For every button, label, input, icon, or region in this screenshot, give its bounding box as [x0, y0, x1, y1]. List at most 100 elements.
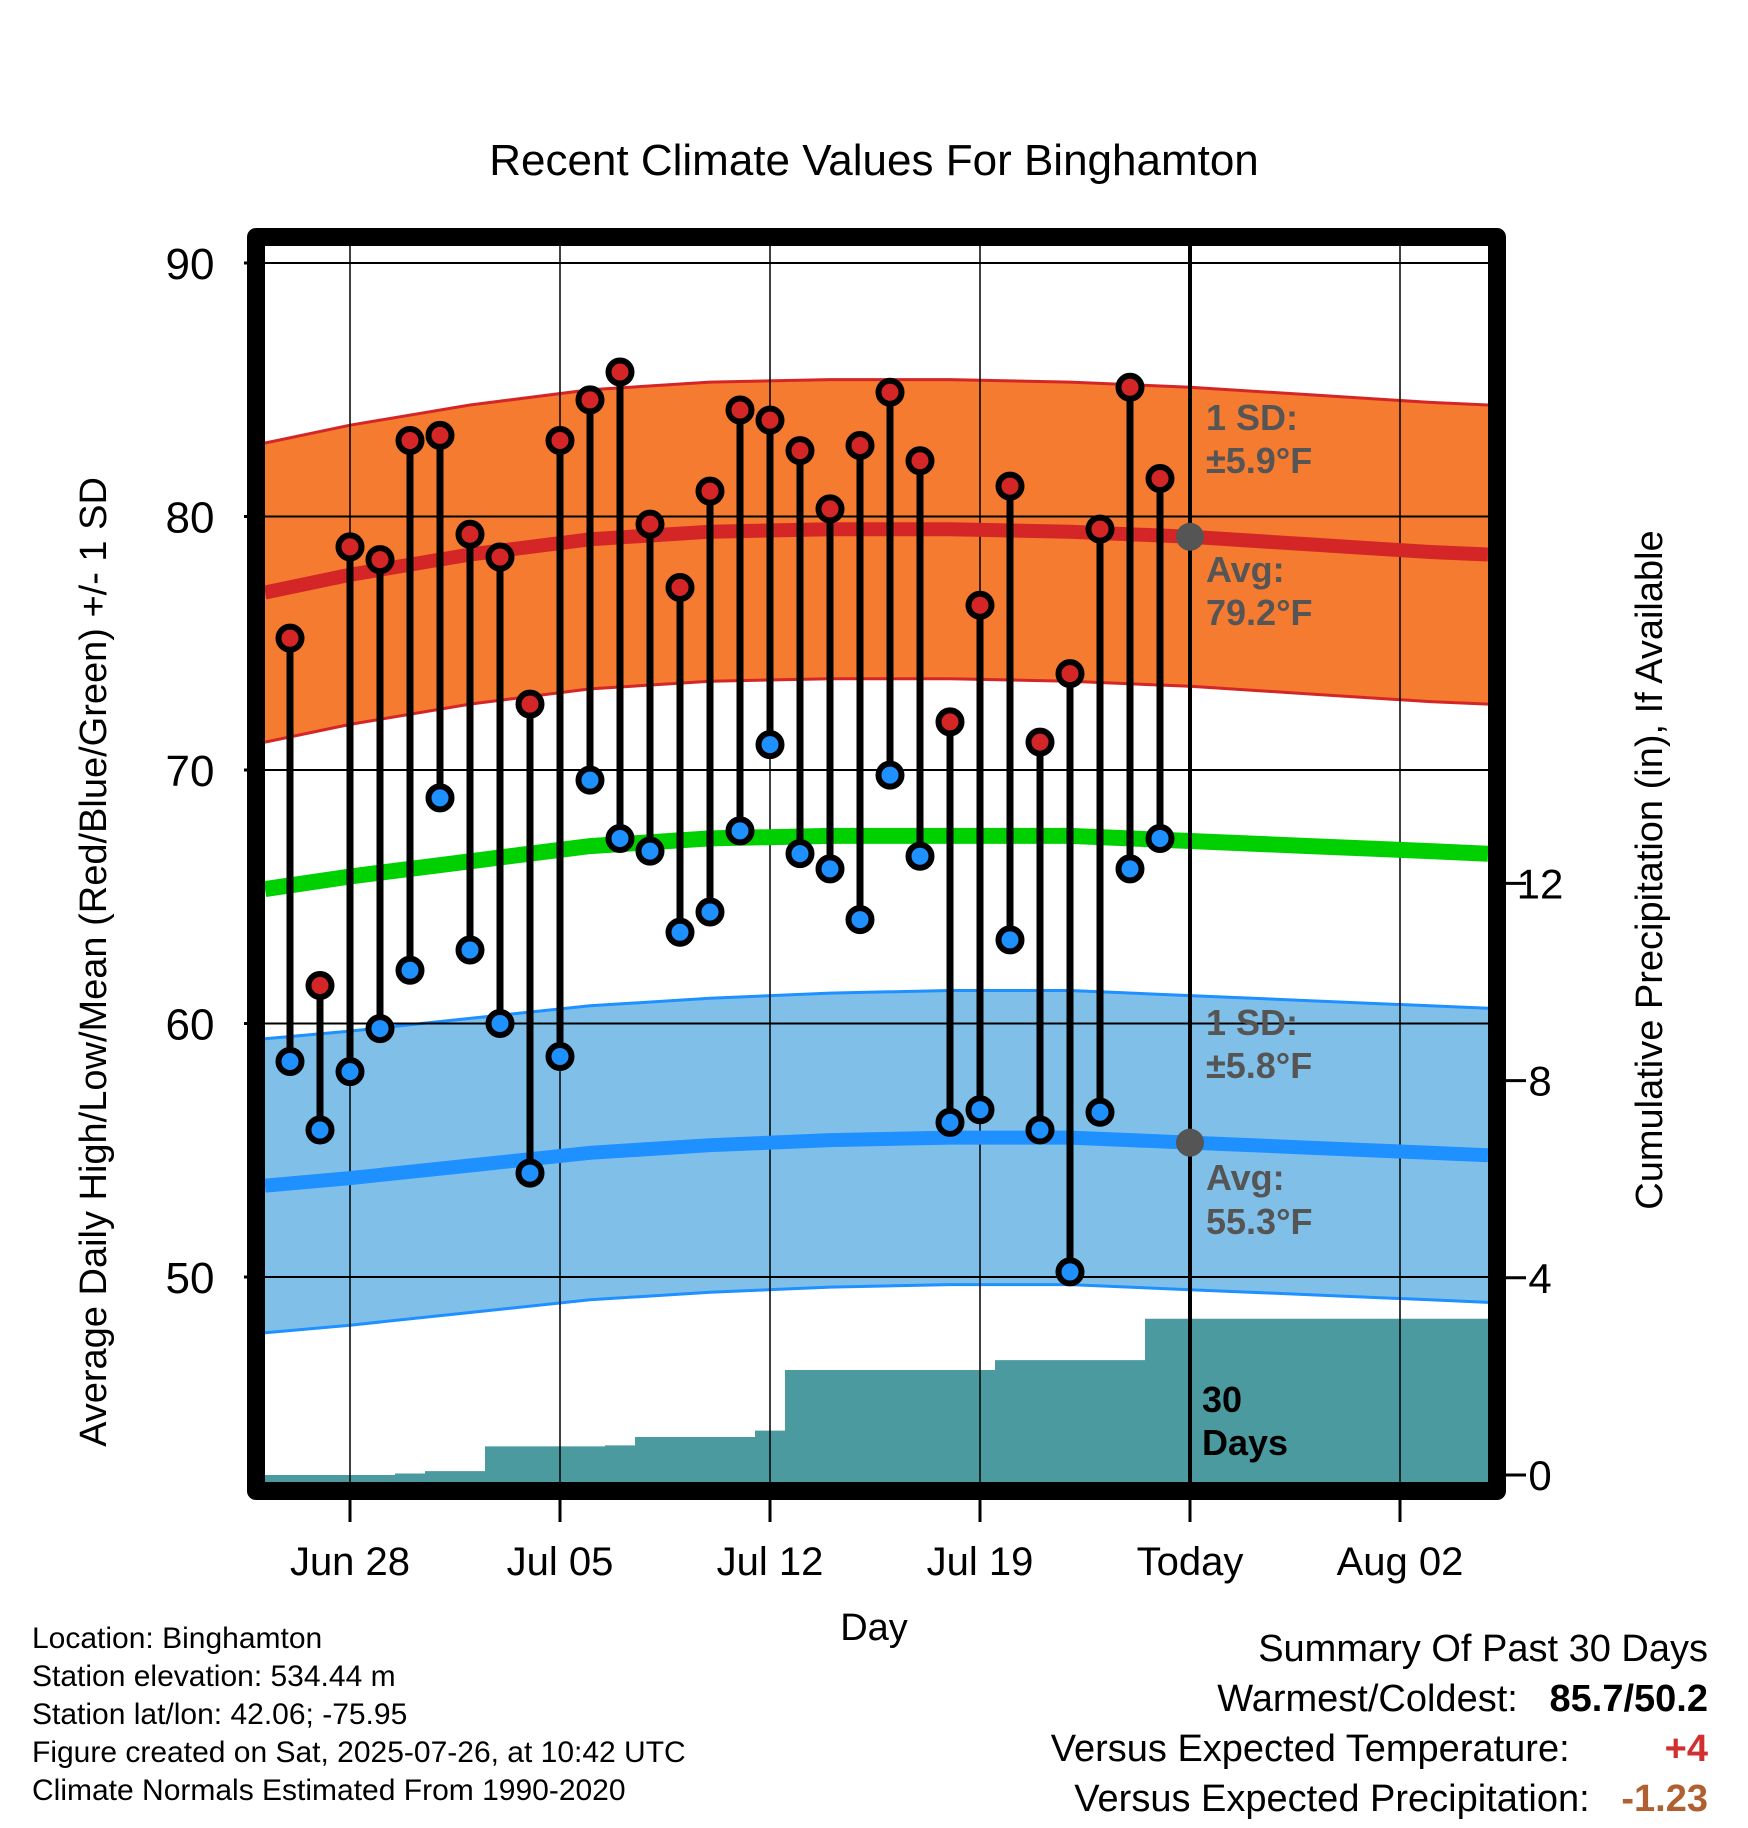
x-tick-label: Jul 05 — [507, 1540, 614, 1584]
daily-high-point — [995, 471, 1025, 501]
daily-low-point — [845, 905, 875, 935]
daily-low-point — [1025, 1115, 1055, 1145]
latlon-text: Station lat/lon: 42.06; -75.95 — [32, 1698, 408, 1731]
high-sd-value: ±5.9°F — [1206, 440, 1312, 481]
high-avg-value: 79.2°F — [1206, 592, 1312, 633]
y-tick-label: 50 — [166, 1254, 215, 1303]
x-axis-label: Day — [840, 1607, 908, 1649]
daily-low-point — [755, 730, 785, 760]
daily-low-point — [575, 765, 605, 795]
daily-high-point — [1025, 727, 1055, 757]
daily-high-point — [1145, 463, 1175, 493]
y2-tick-label: 4 — [1528, 1255, 1551, 1302]
y2-axis-label: Cumulative Precipitation (in), If Availa… — [1629, 530, 1671, 1209]
plot-frame — [247, 228, 1506, 1500]
daily-low-point — [935, 1107, 965, 1137]
daily-high-point — [815, 494, 845, 524]
daily-low-point — [725, 816, 755, 846]
daily-high-point — [1115, 372, 1145, 402]
precipitation-area — [265, 1318, 1488, 1482]
daily-high-point — [425, 420, 455, 450]
today-high-normal-marker — [1176, 522, 1204, 551]
low-sd-label: 1 SD: — [1206, 1002, 1298, 1043]
low-sd-lower-line — [265, 1283, 1488, 1335]
low-normal-line — [265, 1130, 1488, 1193]
daily-low-point — [635, 836, 665, 866]
daily-low-point — [1085, 1097, 1115, 1127]
precip-row: Versus Expected Precipitation: -1.23 — [1074, 1778, 1708, 1821]
daily-low-point — [995, 925, 1025, 955]
daily-low-point — [965, 1095, 995, 1125]
daily-high-point — [755, 405, 785, 435]
daily-high-point — [515, 689, 545, 719]
daily-low-point — [335, 1057, 365, 1087]
x-tick-label: Jul 19 — [927, 1540, 1034, 1584]
daily-low-point — [1055, 1257, 1085, 1287]
y-tick-label: 70 — [166, 747, 215, 796]
y2-tick-label: 8 — [1528, 1058, 1551, 1105]
low-sd-upper-line — [265, 989, 1488, 1041]
x-tick-label: Jun 28 — [290, 1540, 410, 1584]
x-tick-label: Jul 12 — [717, 1540, 824, 1584]
daily-high-point — [725, 395, 755, 425]
daily-high-point — [665, 572, 695, 602]
high-sd-label: 1 SD: — [1206, 397, 1298, 438]
low-sd-band — [265, 990, 1488, 1333]
low-avg-value: 55.3°F — [1206, 1201, 1312, 1242]
daily-low-point — [905, 841, 935, 871]
daily-low-point — [1145, 823, 1175, 853]
precip-days-label: Days — [1202, 1422, 1288, 1463]
daily-high-point — [485, 542, 515, 572]
x-tick-label: Today — [1137, 1540, 1244, 1584]
precip-value: -1.23 — [1621, 1778, 1708, 1820]
low-sd-value: ±5.8°F — [1206, 1045, 1312, 1086]
warm-cold-row: Warmest/Coldest: 85.7/50.2 — [1217, 1678, 1708, 1721]
daily-high-point — [545, 425, 575, 455]
mean-normal-line — [265, 827, 1488, 898]
daily-high-point — [1055, 659, 1085, 689]
summary-heading: Summary Of Past 30 Days — [1258, 1628, 1708, 1670]
y2-tick-label: 0 — [1528, 1452, 1551, 1499]
daily-low-point — [425, 783, 455, 813]
daily-low-point — [395, 955, 425, 985]
daily-high-point — [335, 532, 365, 562]
daily-high-point — [695, 476, 725, 506]
warm-cold-label: Warmest/Coldest: — [1217, 1678, 1518, 1720]
daily-low-point — [1115, 854, 1145, 884]
created-text: Figure created on Sat, 2025-07-26, at 10… — [32, 1736, 686, 1769]
daily-low-point — [785, 839, 815, 869]
y-tick-label: 60 — [166, 1001, 215, 1050]
y-axis-label: Average Daily High/Low/Mean (Red/Blue/Gr… — [73, 477, 115, 1447]
elevation-text: Station elevation: 534.44 m — [32, 1660, 396, 1693]
precip-days-number: 30 — [1202, 1379, 1242, 1420]
daily-low-point — [545, 1041, 575, 1071]
daily-high-point — [605, 357, 635, 387]
daily-low-point — [275, 1047, 305, 1077]
daily-low-point — [665, 917, 695, 947]
warm-cold-value: 85.7/50.2 — [1549, 1678, 1708, 1720]
temp-label: Versus Expected Temperature: — [1050, 1728, 1570, 1770]
location-text: Location: Binghamton — [32, 1622, 323, 1655]
x-tick-label: Aug 02 — [1337, 1540, 1464, 1584]
daily-high-point — [365, 545, 395, 575]
daily-high-point — [455, 519, 485, 549]
station-info: Location: Binghamton Station elevation: … — [32, 1620, 686, 1810]
daily-low-point — [455, 935, 485, 965]
precip-label: Versus Expected Precipitation: — [1074, 1778, 1590, 1820]
high-avg-label: Avg: — [1206, 549, 1285, 590]
temp-value: +4 — [1664, 1728, 1708, 1770]
y-tick-label: 90 — [166, 240, 215, 289]
high-sd-band — [265, 379, 1488, 743]
daily-high-point — [965, 590, 995, 620]
normals-text: Climate Normals Estimated From 1990-2020 — [32, 1774, 626, 1807]
daily-high-point — [935, 707, 965, 737]
daily-low-point — [485, 1009, 515, 1038]
daily-high-point — [395, 425, 425, 455]
daily-low-point — [695, 897, 725, 927]
daily-high-point — [635, 509, 665, 539]
daily-low-point — [365, 1014, 395, 1044]
y-tick-label: 80 — [166, 494, 215, 543]
daily-high-point — [575, 385, 605, 415]
